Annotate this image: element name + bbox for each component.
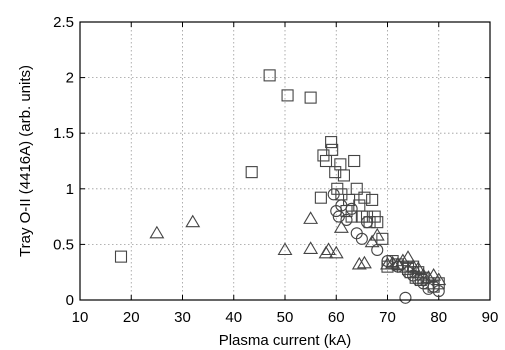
- x-tick-label: 70: [379, 309, 396, 326]
- triangle-point: [185, 214, 201, 228]
- grid: [80, 22, 490, 300]
- circle-point: [332, 210, 345, 223]
- y-tick-label: 2.5: [53, 14, 74, 31]
- triangle-point: [351, 256, 367, 270]
- circle-point: [360, 216, 374, 229]
- y-tick-label: 0.5: [53, 236, 74, 253]
- square-point: [358, 191, 371, 204]
- x-tick-label: 20: [123, 309, 140, 326]
- data-points: [114, 69, 447, 304]
- square-point: [281, 89, 294, 102]
- x-tick-label: 60: [328, 309, 345, 326]
- x-tick-label: 10: [72, 309, 89, 326]
- square-point: [319, 154, 333, 168]
- circle-point: [340, 213, 353, 226]
- square-point: [326, 143, 339, 156]
- square-point: [304, 91, 317, 104]
- square-point: [114, 250, 128, 263]
- triangle-point: [149, 225, 165, 239]
- square-point: [350, 182, 363, 195]
- plot-frame: [79, 21, 491, 301]
- ticks: [79, 21, 491, 301]
- triangle-point: [356, 255, 372, 269]
- circle-point: [432, 285, 445, 298]
- y-tick-label: 1: [66, 181, 74, 198]
- x-tick-labels: 10 20 30 40 50 60 70 80 90: [72, 309, 499, 326]
- x-tick-label: 30: [174, 309, 191, 326]
- y-axis-label: Tray O-II (4416A) (arb. units): [17, 65, 34, 257]
- circle-point: [399, 291, 412, 304]
- triangle-point: [410, 261, 426, 274]
- triangle-point: [421, 270, 436, 283]
- x-tick-label: 50: [277, 309, 294, 326]
- triangle-point: [369, 227, 385, 241]
- circle-point: [371, 243, 384, 257]
- y-tick-label: 1.5: [53, 125, 74, 142]
- triangle-point: [333, 220, 349, 233]
- triangle-point: [431, 272, 447, 286]
- triangle-point: [328, 245, 344, 259]
- square-point: [366, 193, 379, 206]
- square-point: [263, 69, 276, 82]
- square-point: [314, 191, 327, 204]
- triangle-point: [426, 267, 442, 281]
- square-point: [337, 169, 350, 182]
- x-tick-label: 90: [482, 309, 499, 326]
- y-tick-labels: 0 0.5 1 1.5 2 2.5: [53, 14, 74, 309]
- triangle-point: [364, 234, 380, 248]
- x-tick-label: 80: [430, 309, 447, 326]
- triangle-point: [303, 241, 319, 254]
- triangle-point: [277, 242, 293, 256]
- triangle-point: [395, 253, 411, 267]
- circle-point: [345, 202, 358, 215]
- square-point: [376, 232, 389, 245]
- square-point: [371, 216, 384, 229]
- triangle-point: [303, 211, 319, 224]
- triangle-point: [380, 256, 395, 270]
- triangle-point: [390, 256, 406, 270]
- x-tick-label: 40: [225, 309, 242, 326]
- square-point: [325, 136, 338, 149]
- circle-point: [355, 232, 368, 245]
- circle-point: [327, 188, 340, 201]
- y-tick-label: 2: [66, 70, 74, 87]
- square-point: [348, 154, 361, 168]
- triangle-point: [400, 250, 416, 263]
- triangle-point: [321, 242, 337, 256]
- x-axis-label: Plasma current (kA): [219, 332, 352, 349]
- square-point: [245, 166, 258, 179]
- triangle-point: [385, 255, 401, 269]
- y-tick-label: 0: [66, 292, 74, 309]
